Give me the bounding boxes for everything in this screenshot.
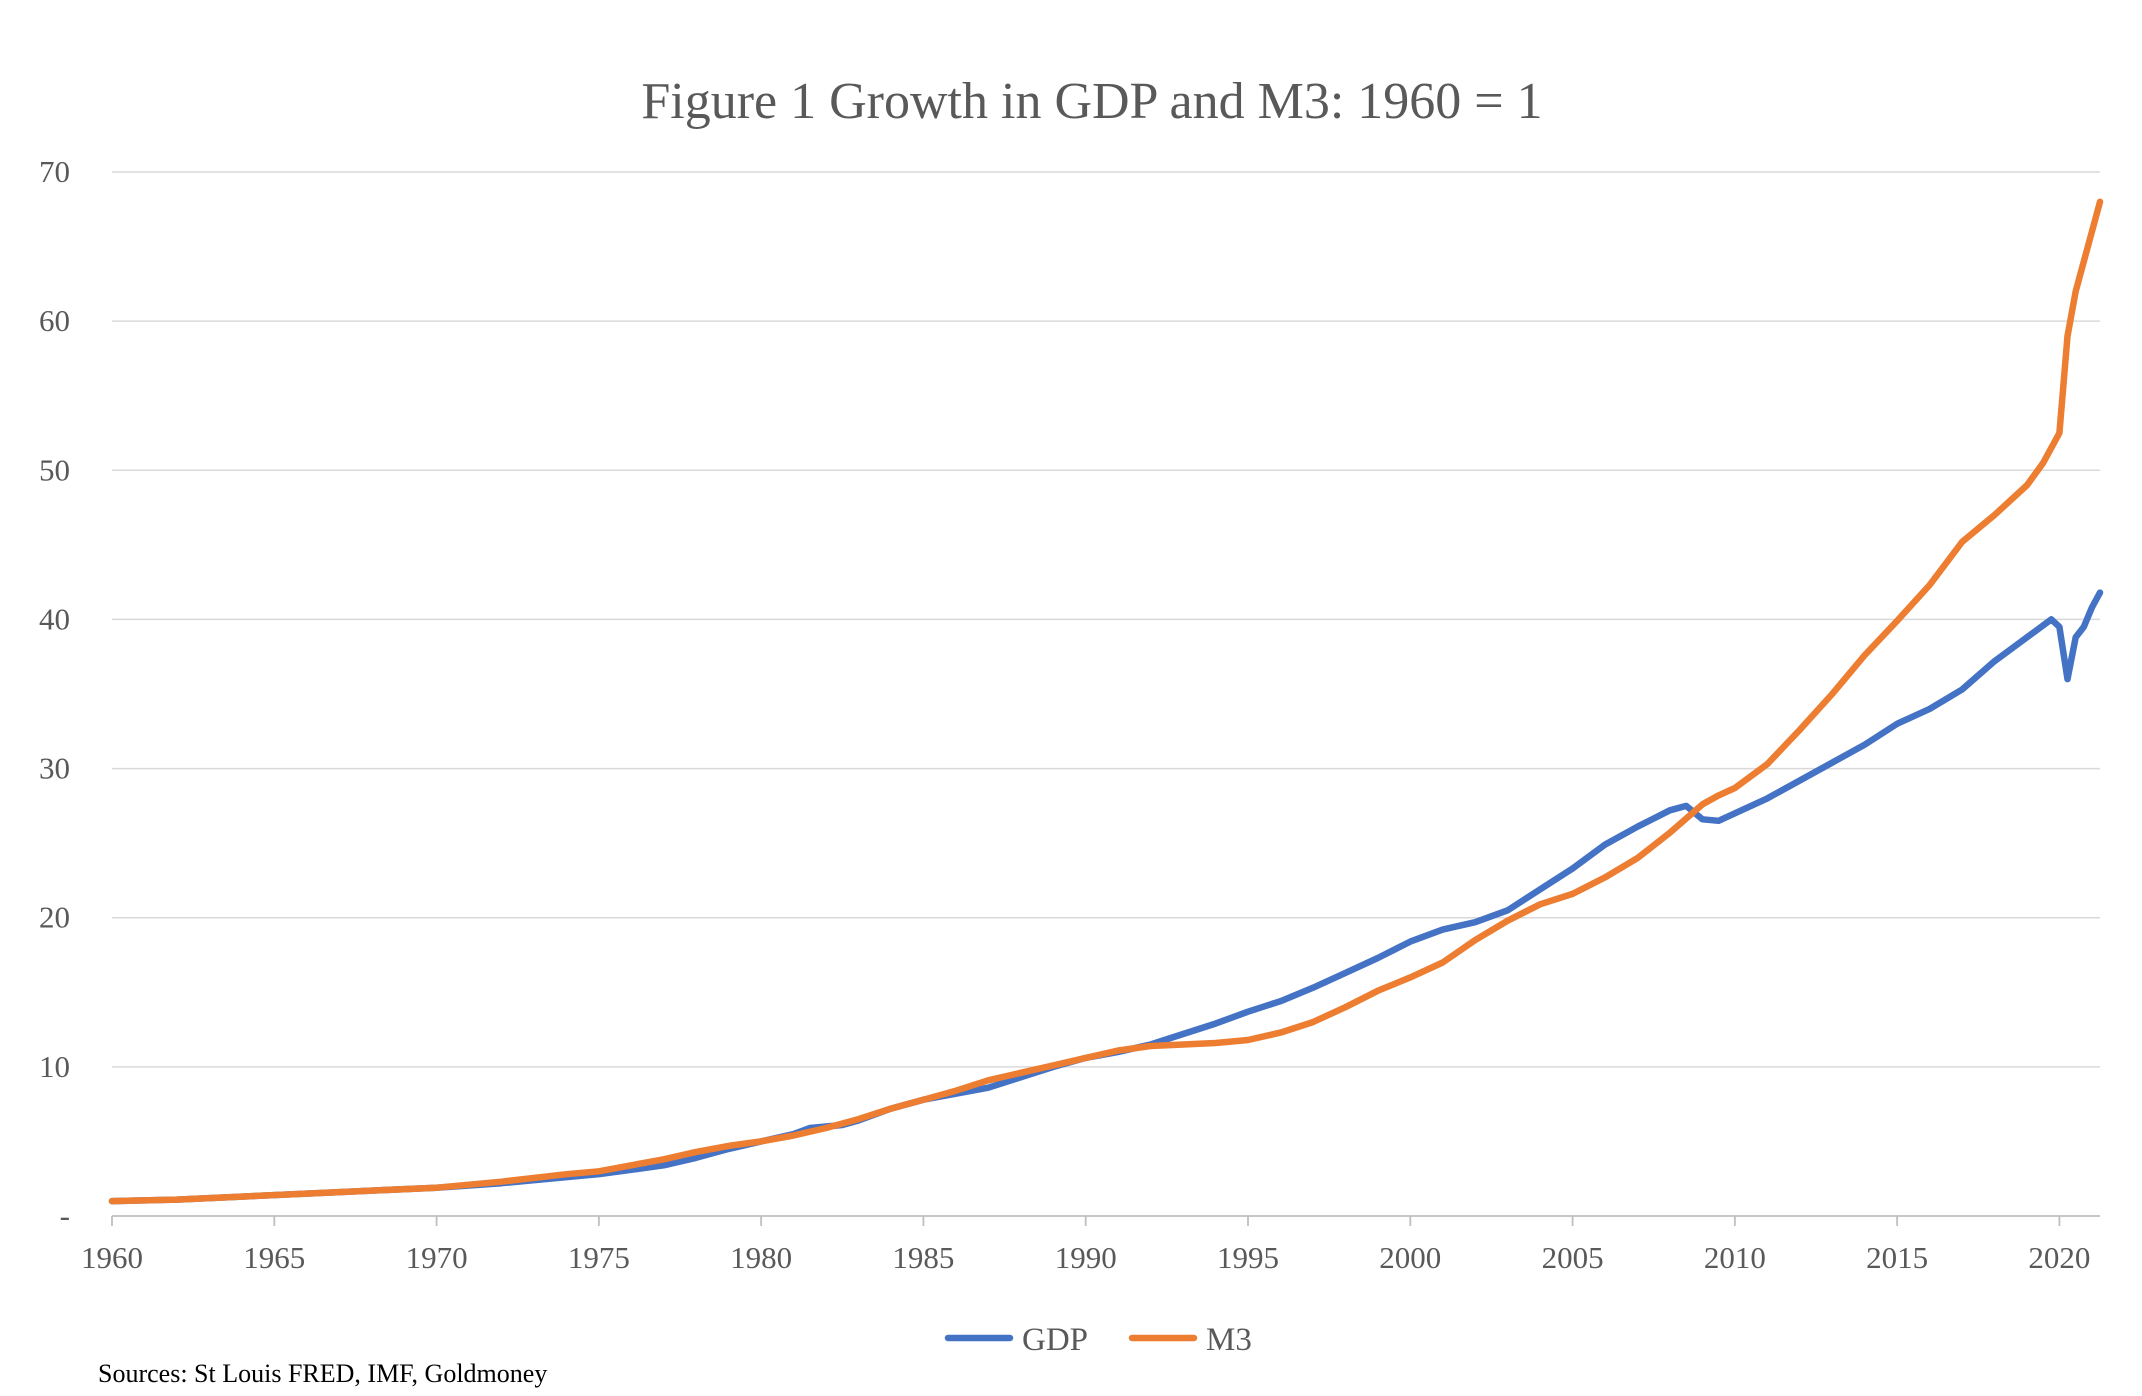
x-tick-marks [111,1216,2061,1226]
x-tick-label: 1975 [568,1240,630,1275]
x-tick-labels: 1960 1965 1970 1975 1980 1985 1990 1995 2000 2005… [81,1240,2090,1275]
y-tick-label: 60 [39,303,70,338]
chart-title: Figure 1 Growth in GDP and M3: 1960 = 1 [641,73,1542,130]
source-note: Sources: St Louis FRED, IMF, Goldmoney [98,1359,547,1388]
x-tick-label: 2015 [1866,1240,1928,1275]
y-tick-label: 50 [39,452,70,487]
gridlines [112,171,2100,1068]
y-tick-labels: - 10 20 30 40 50 60 70 [39,154,70,1233]
y-tick-label: - [60,1198,70,1233]
series-line-m3 [108,198,2104,1205]
x-tick-label: 2020 [2028,1240,2090,1275]
x-tick-label: 1970 [406,1240,468,1275]
legend: GDP M3 [944,1322,1252,1358]
x-tick-label: 1980 [730,1240,792,1275]
x-tick-label: 1990 [1055,1240,1117,1275]
y-tick-label: 20 [39,900,70,935]
x-tick-label: 2010 [1704,1240,1766,1275]
y-tick-label: 10 [39,1049,70,1084]
series-layer [108,198,2104,1205]
y-tick-label: 40 [39,601,70,636]
series-line-gdp [108,589,2104,1205]
x-tick-label: 2000 [1379,1240,1441,1275]
y-tick-label: 70 [39,154,70,189]
x-tick-label: 1995 [1217,1240,1279,1275]
x-tick-label: 2005 [1542,1240,1604,1275]
legend-label-m3: M3 [1206,1322,1252,1358]
y-tick-label: 30 [39,751,70,786]
x-tick-label: 1960 [81,1240,143,1275]
legend-label-gdp: GDP [1022,1322,1088,1358]
x-tick-label: 1985 [892,1240,954,1275]
x-tick-label: 1965 [243,1240,305,1275]
